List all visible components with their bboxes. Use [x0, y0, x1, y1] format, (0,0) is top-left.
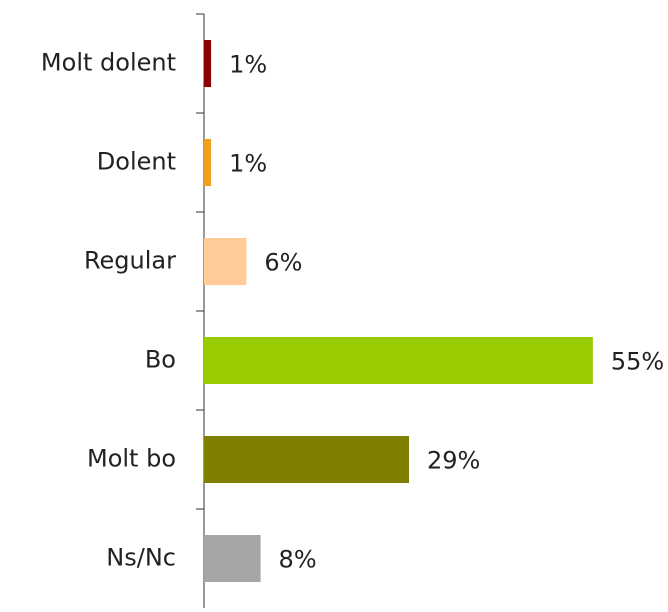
value-label: 1% [229, 150, 267, 178]
bar [204, 238, 247, 285]
bar [204, 535, 261, 582]
value-label: 55% [611, 348, 664, 376]
category-label: Bo [145, 346, 176, 374]
bar [204, 139, 212, 186]
value-label: 1% [229, 51, 267, 79]
category-label: Molt bo [87, 445, 176, 473]
category-label: Regular [84, 247, 176, 275]
value-label: 6% [264, 249, 302, 277]
category-label: Dolent [97, 148, 176, 176]
value-label: 29% [427, 447, 480, 475]
bar [204, 337, 593, 384]
bar [204, 40, 212, 87]
value-label: 8% [279, 546, 317, 574]
category-label: Molt dolent [41, 49, 176, 77]
bar [204, 436, 410, 483]
category-label: Ns/Nc [106, 544, 176, 572]
